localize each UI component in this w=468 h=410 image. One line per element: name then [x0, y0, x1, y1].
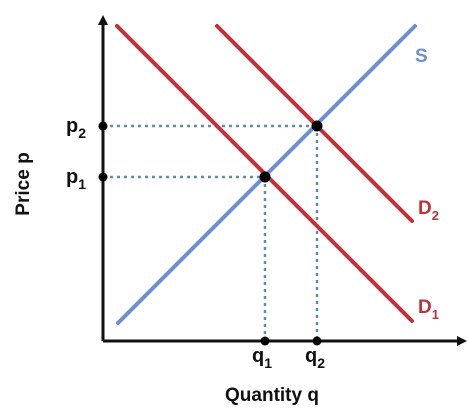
q2-axis-dot — [312, 336, 322, 346]
p2-axis-dot — [98, 121, 108, 131]
x-axis-title: Quantity q — [225, 385, 319, 406]
q1-label: q1 — [252, 345, 272, 371]
guide-lines — [103, 124, 319, 341]
equilibrium-point-1 — [259, 171, 271, 183]
supply-label: S — [415, 46, 428, 67]
q1-axis-dot — [260, 336, 270, 346]
points — [98, 120, 323, 346]
q2-label: q2 — [305, 345, 325, 371]
demand-1-label: D1 — [418, 297, 439, 322]
p1-label: p1 — [66, 166, 86, 192]
demand-2-label: D2 — [418, 198, 439, 223]
p2-label: p2 — [66, 115, 86, 141]
equilibrium-point-2 — [311, 120, 323, 132]
p1-axis-dot — [98, 172, 108, 182]
y-axis-title: Price p — [13, 152, 34, 215]
